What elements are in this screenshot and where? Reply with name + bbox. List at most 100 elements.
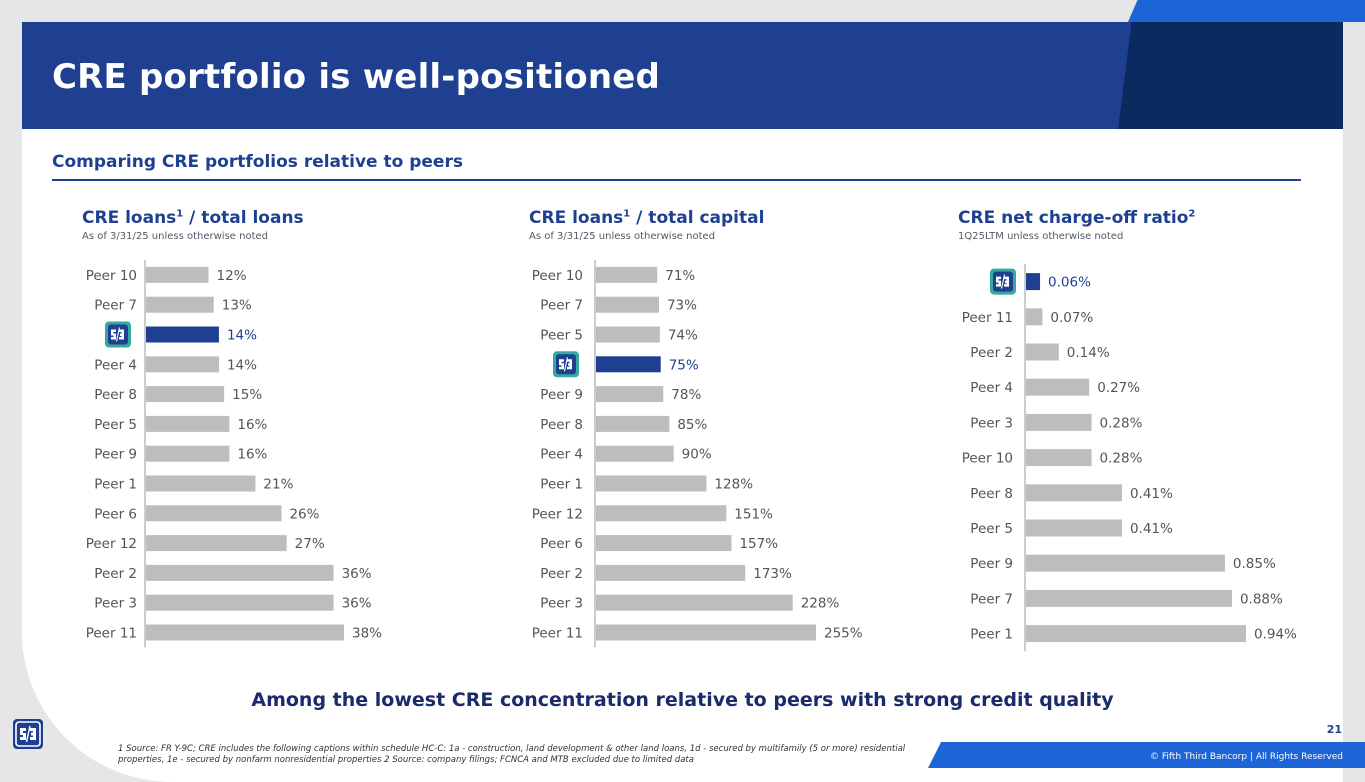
chart-2-value-label: 151% — [734, 506, 773, 522]
chart-2-category-label: Peer 9 — [540, 387, 583, 403]
chart-1-bar — [146, 505, 282, 522]
chart-2-category-label: Peer 6 — [540, 536, 583, 552]
chart-2-bar — [596, 594, 793, 611]
chart-1-bar — [146, 475, 256, 492]
section-divider — [52, 179, 1301, 181]
chart-1-value-label: 16% — [237, 417, 267, 433]
chart-1-category-label: Peer 10 — [86, 268, 137, 284]
chart-1-category-label: Peer 11 — [86, 626, 137, 642]
chart-1-bar — [146, 386, 225, 403]
chart-2-title-main: CRE loans — [529, 208, 624, 228]
chart-3-title-main: CRE net charge-off ratio — [958, 208, 1189, 228]
chart-1-category-label: Peer 2 — [94, 566, 137, 582]
chart-2-bar — [596, 266, 658, 283]
chart-2-category-label: Peer 1 — [540, 477, 583, 493]
chart-1-value-label: 14% — [227, 328, 257, 344]
chart-3-category-label: Peer 8 — [970, 486, 1013, 502]
chart-2-bar — [596, 505, 727, 522]
chart-1-fifth-third-logo-icon — [105, 321, 131, 348]
chart-1-bar — [146, 535, 287, 552]
chart-2-fifth-third-logo-icon — [553, 351, 579, 378]
chart-2-category-label: Peer 8 — [540, 417, 583, 433]
chart-3-category-label: Peer 1 — [970, 627, 1013, 643]
chart-2-bar — [596, 564, 746, 581]
chart-3-bar — [1026, 589, 1232, 607]
chart-1-subtitle: As of 3/31/25 unless otherwise noted — [82, 231, 268, 242]
chart-2-value-label: 73% — [667, 298, 697, 314]
chart-3-value-label: 0.41% — [1130, 521, 1173, 537]
chart-1-category-label: Peer 6 — [94, 506, 137, 522]
tagline: Among the lowest CRE concentration relat… — [251, 689, 1114, 711]
chart-1-value-label: 27% — [295, 536, 325, 552]
chart-3-category-label: Peer 9 — [970, 556, 1013, 572]
chart-2-category-label: Peer 12 — [532, 506, 583, 522]
chart-3-category-label: Peer 4 — [970, 380, 1013, 396]
chart-1-category-label: Peer 8 — [94, 387, 137, 403]
chart-3-value-label: 0.07% — [1050, 310, 1093, 326]
chart-3-bar — [1026, 413, 1092, 431]
chart-3-value-label: 0.28% — [1100, 451, 1143, 467]
chart-1-category-label: Peer 7 — [94, 298, 137, 314]
chart-2-value-label: 85% — [677, 417, 707, 433]
chart-3-category-label: Peer 3 — [970, 415, 1013, 431]
chart-3-category-label: Peer 10 — [962, 451, 1013, 467]
chart-3-value-label: 0.85% — [1233, 556, 1276, 572]
chart-1-bar — [146, 296, 214, 313]
chart-2-value-label: 71% — [665, 268, 695, 284]
chart-3-category-label: Peer 11 — [962, 310, 1013, 326]
chart-3-bar — [1026, 449, 1092, 467]
chart-2-value-label: 173% — [753, 566, 792, 582]
chart-1-bar — [146, 356, 219, 373]
top-accent-strip — [1128, 0, 1365, 22]
chart-1-value-label: 16% — [237, 447, 267, 463]
fifth-third-logo-icon — [13, 719, 43, 749]
chart-1-category-label: Peer 4 — [94, 357, 137, 373]
content-card — [22, 22, 1343, 782]
chart-3-category-label: Peer 5 — [970, 521, 1013, 537]
footnote: 1 Source: FR Y-9C; CRE includes the foll… — [118, 744, 906, 765]
chart-1-bar — [146, 266, 209, 283]
chart-1-value-label: 21% — [263, 477, 293, 493]
section-subtitle: Comparing CRE portfolios relative to pee… — [52, 152, 463, 172]
chart-2-category-label: Peer 2 — [540, 566, 583, 582]
chart-3-category-label: Peer 2 — [970, 345, 1013, 361]
chart-1-value-label: 36% — [342, 566, 372, 582]
chart-2-bar — [596, 296, 659, 313]
chart-2-category-label: Peer 3 — [540, 596, 583, 612]
chart-1-value-label: 12% — [217, 268, 247, 284]
chart-2-value-label: 157% — [739, 536, 778, 552]
header-accent — [1118, 22, 1343, 129]
chart-2-category-label: Peer 7 — [540, 298, 583, 314]
chart-1-category-label: Peer 3 — [94, 596, 137, 612]
page-title: CRE portfolio is well-positioned — [52, 57, 661, 97]
chart-2-title: CRE loans1 / total capital — [529, 208, 764, 228]
chart-3-bar — [1026, 343, 1059, 361]
chart-2-value-label: 78% — [671, 387, 701, 403]
chart-1-title-rest: / total loans — [183, 208, 304, 228]
page-number: 21 — [1326, 723, 1342, 736]
chart-3-bar — [1026, 625, 1246, 643]
chart-1-category-label: Peer 1 — [94, 477, 137, 493]
chart-2-value-label: 255% — [824, 626, 863, 642]
chart-2-title-sup: 1 — [623, 208, 631, 220]
chart-1-value-label: 38% — [352, 626, 382, 642]
chart-2-title-rest: / total capital — [630, 208, 765, 228]
chart-2-value-label: 90% — [682, 447, 712, 463]
chart-1-value-label: 15% — [232, 387, 262, 403]
chart-1-value-label: 13% — [222, 298, 252, 314]
chart-2-bar — [596, 535, 732, 552]
copyright: © Fifth Third Bancorp | All Rights Reser… — [1150, 752, 1343, 762]
chart-3-value-label: 0.06% — [1048, 275, 1091, 291]
chart-1-title: CRE loans1 / total loans — [82, 208, 304, 228]
chart-1-title-sup: 1 — [176, 208, 184, 220]
chart-3-bar — [1026, 484, 1122, 502]
chart-1-bar — [146, 326, 219, 343]
chart-1-category-label: Peer 12 — [86, 536, 137, 552]
chart-3-title: CRE net charge-off ratio2 — [958, 208, 1195, 228]
chart-1-value-label: 14% — [227, 357, 257, 373]
chart-2-bar — [596, 386, 664, 403]
chart-2-category-label: Peer 4 — [540, 447, 583, 463]
